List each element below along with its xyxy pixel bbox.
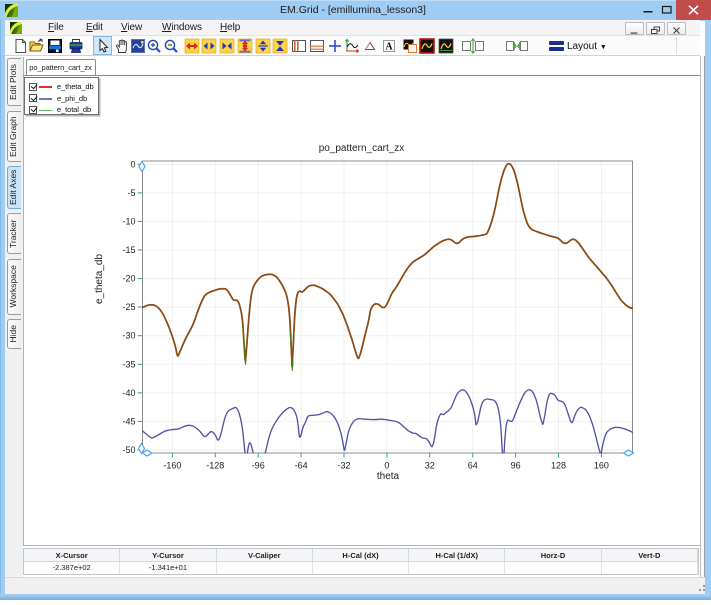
svg-text:0: 0: [384, 461, 389, 471]
svg-text:-30: -30: [122, 331, 135, 341]
svg-text:theta: theta: [377, 471, 400, 482]
svg-text:-96: -96: [252, 461, 265, 471]
svg-text:po_pattern_cart_zx: po_pattern_cart_zx: [319, 143, 405, 154]
svg-text:-50: -50: [122, 445, 135, 455]
svg-text:-35: -35: [122, 359, 135, 369]
svg-text:A: A: [385, 42, 393, 53]
svg-text:-160: -160: [163, 461, 181, 471]
svg-text:-25: -25: [122, 302, 135, 312]
svg-text:96: 96: [511, 461, 521, 471]
svg-text:0: 0: [130, 159, 135, 169]
svg-text:-32: -32: [337, 461, 350, 471]
svg-text:128: 128: [551, 461, 566, 471]
svg-text:-15: -15: [122, 245, 135, 255]
svg-text:32: 32: [425, 461, 435, 471]
svg-text:-20: -20: [122, 274, 135, 284]
svg-text:e_theta_db: e_theta_db: [94, 254, 105, 304]
svg-text:-10: -10: [122, 216, 135, 226]
svg-text:-40: -40: [122, 388, 135, 398]
svg-text:-128: -128: [206, 461, 224, 471]
svg-text:-45: -45: [122, 416, 135, 426]
svg-text:-64: -64: [295, 461, 308, 471]
svg-text:160: 160: [594, 461, 609, 471]
svg-text:-5: -5: [127, 188, 135, 198]
svg-text:64: 64: [468, 461, 478, 471]
